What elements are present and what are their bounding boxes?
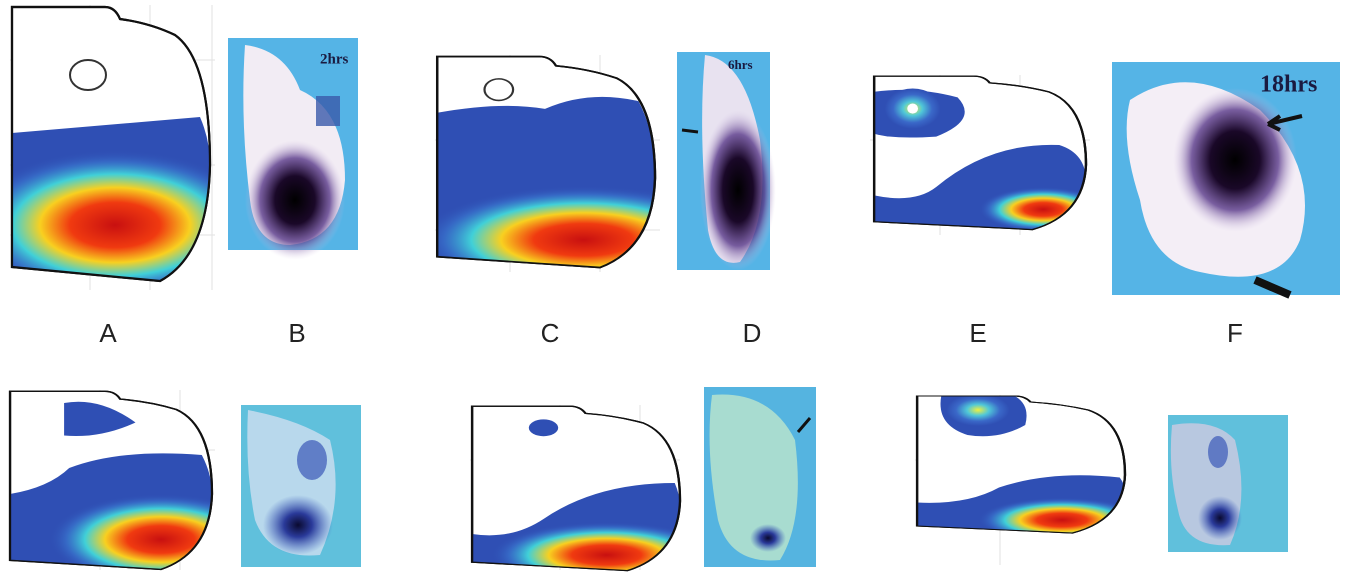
arrow xyxy=(682,130,698,132)
annotation: 18hrs xyxy=(1260,72,1317,98)
simulation-a xyxy=(0,7,265,300)
eye xyxy=(485,79,514,101)
photo-d: 6hrs xyxy=(677,52,776,270)
photo-c2 xyxy=(704,387,816,567)
stain xyxy=(750,524,786,552)
panel-label: C xyxy=(541,318,560,348)
photo-e2 xyxy=(1168,415,1288,552)
hotspot xyxy=(978,498,1146,543)
eye xyxy=(70,60,106,90)
dorsal-spot xyxy=(947,394,1010,426)
eye xyxy=(907,104,918,114)
panel-label: E xyxy=(969,318,986,348)
stain xyxy=(263,495,333,555)
panel-label: B xyxy=(288,318,305,348)
panel-label: A xyxy=(99,318,117,348)
stain xyxy=(245,140,345,260)
annotation: 6hrs xyxy=(728,57,753,72)
panel-label: D xyxy=(743,318,762,348)
photo-b: 2hrs xyxy=(228,38,358,260)
simulation-c2 xyxy=(472,406,722,575)
stain xyxy=(700,110,776,270)
spot xyxy=(1208,436,1228,468)
photo-f: 18hrs xyxy=(1112,62,1340,295)
spot xyxy=(316,96,340,126)
dorsal-spot xyxy=(529,419,558,436)
annotation: 2hrs xyxy=(320,51,349,67)
hotspot xyxy=(979,187,1107,232)
simulation-e xyxy=(874,76,1107,232)
simulation-a2 xyxy=(10,391,273,575)
panel-label: F xyxy=(1227,318,1243,348)
simulation-e2 xyxy=(917,394,1146,543)
stain xyxy=(1173,88,1297,232)
stain xyxy=(1198,496,1242,540)
figure: 2hrs 6hrs 18hrs A B C D E F xyxy=(0,0,1348,575)
photo-a2 xyxy=(241,405,361,567)
spot xyxy=(297,440,327,480)
